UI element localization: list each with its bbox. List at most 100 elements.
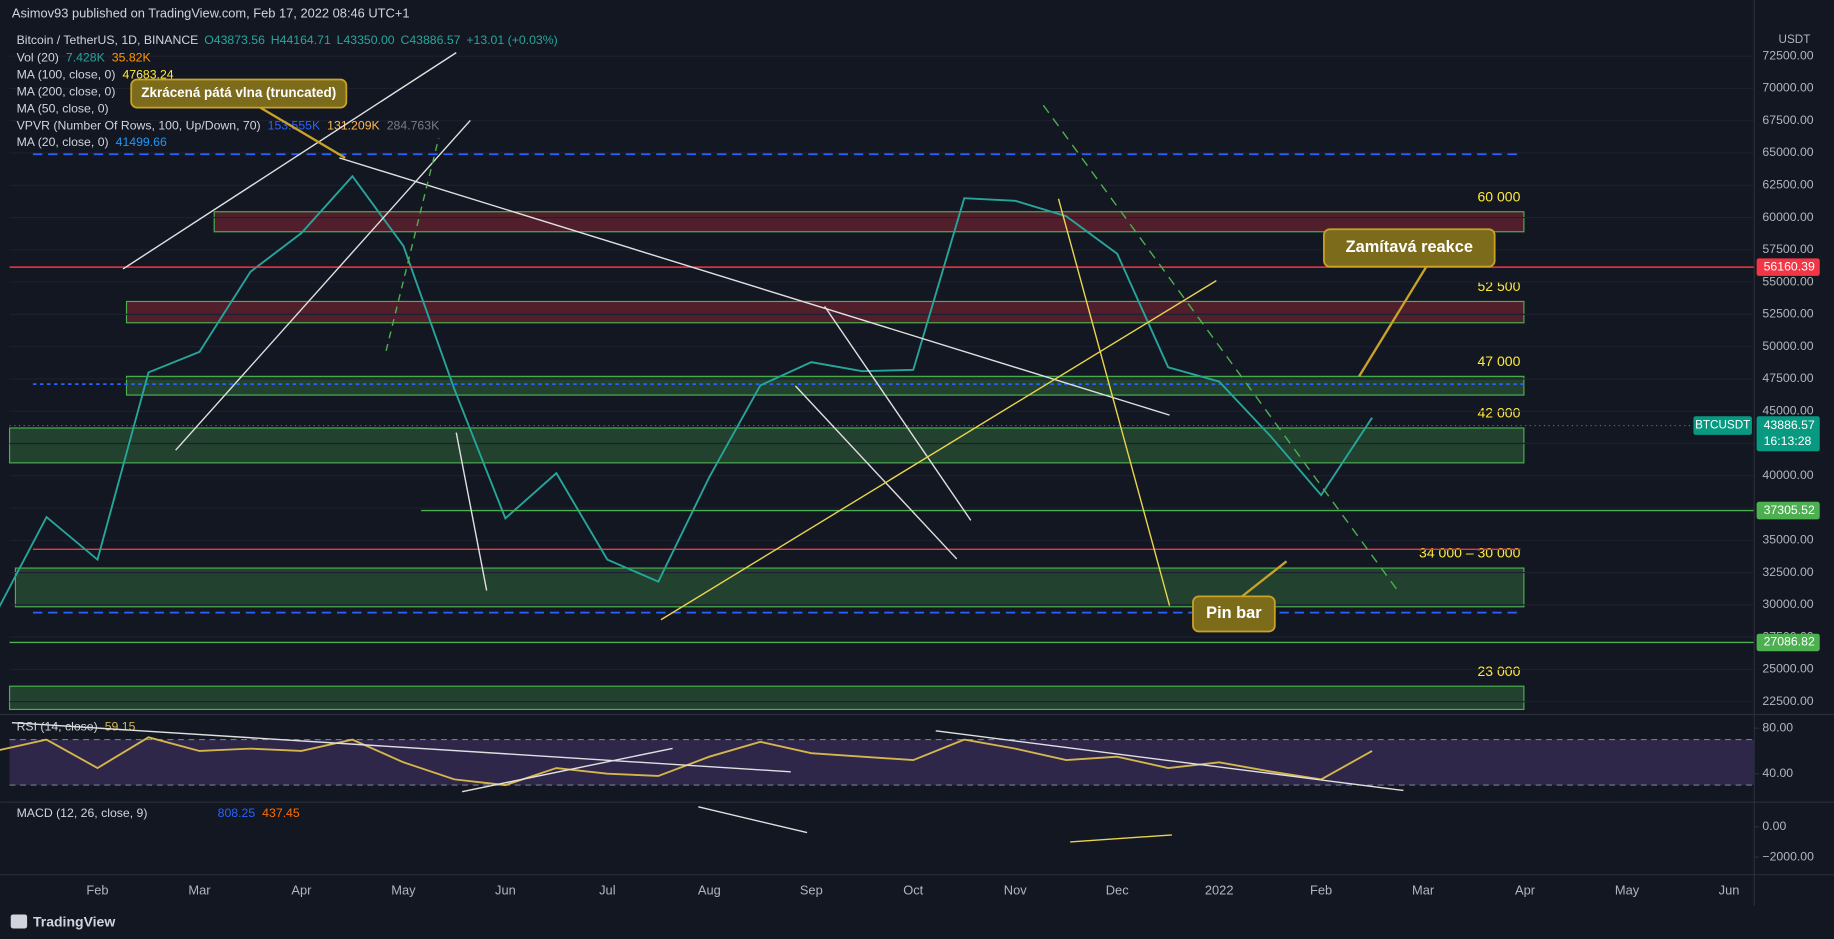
zone-label: 23 000 [1478, 663, 1521, 679]
price-badge [1756, 258, 1820, 276]
y-tick-label: 72500.00 [1762, 48, 1813, 62]
legend-symbol: Bitcoin / TetherUS, 1D, BINANCE O43873.56… [17, 33, 558, 47]
y-tick-label: 45000.00 [1762, 403, 1813, 417]
trend-line [175, 119, 471, 451]
indicator-value: 7.428K [66, 51, 106, 65]
trend-line [1070, 834, 1172, 843]
zone [213, 211, 1525, 233]
currency: USDT [1779, 33, 1811, 46]
x-tick-label: Mar [1412, 882, 1435, 897]
zone-label: 60 000 [1478, 188, 1521, 204]
indicator-value: 153.555K [268, 119, 321, 133]
y-tick-label: −2000.00 [1762, 849, 1814, 863]
y-tick-label: 55000.00 [1762, 274, 1813, 288]
callout-box [1323, 228, 1496, 268]
panel-legend-title: RSI (14, close) [17, 720, 98, 734]
trend-line [660, 280, 1217, 621]
zone [125, 375, 1525, 396]
last-price-symbol: BTCUSDT [1695, 419, 1750, 432]
price-badge [1756, 633, 1820, 652]
series-line [0, 736, 1373, 787]
last-price-badge [1693, 416, 1752, 435]
trend-line [935, 730, 1404, 792]
callout-box [130, 78, 348, 109]
callout-box [1192, 595, 1276, 633]
x-tick-label: Apr [291, 882, 312, 897]
callout-text: Pin bar [1206, 604, 1262, 622]
zone-label: 34 000 – 30 000 [1419, 545, 1521, 561]
indicator-name: MA (200, close, 0) [17, 85, 116, 99]
trend-line [824, 305, 972, 521]
symbol: Bitcoin / TetherUS, 1D, BINANCE [17, 33, 199, 47]
y-tick-label: 62500.00 [1762, 178, 1813, 192]
y-tick-label: 40000.00 [1762, 468, 1813, 482]
price-badge-label: 27086.82 [1764, 635, 1815, 649]
ohlc: O43873.56 [204, 33, 265, 47]
ohlc: H44164.71 [271, 33, 331, 47]
callout-pointer [259, 106, 346, 159]
y-tick-label: 32500.00 [1762, 565, 1813, 579]
x-tick-label: Jul [599, 882, 615, 897]
trend-line [461, 747, 673, 793]
indicator-value: 131.209K [327, 119, 380, 133]
x-tick-label: May [1615, 882, 1640, 897]
trend-line [122, 52, 457, 270]
y-tick-label: 52500.00 [1762, 307, 1813, 321]
zone [8, 427, 1525, 464]
legend-indicator: MA (20, close, 0) 41499.66 [17, 135, 167, 149]
countdown: 16:13:28 [1764, 434, 1812, 448]
brand[interactable]: TradingView [33, 913, 115, 929]
y-tick-label: 47500.00 [1762, 371, 1813, 385]
y-tick-label: 80.00 [1762, 720, 1793, 734]
x-tick-label: Feb [86, 882, 108, 897]
x-tick-label: Jun [495, 882, 516, 897]
price-badge-label: 37305.52 [1764, 503, 1815, 517]
x-tick-label: Dec [1106, 882, 1129, 897]
indicator-name: Vol (20) [17, 51, 59, 65]
x-tick-label: May [391, 882, 416, 897]
rsi-band [9, 739, 1755, 786]
indicator-name: VPVR (Number Of Rows, 100, Up/Down, 70) [17, 119, 261, 133]
indicator-value: 41499.66 [116, 135, 167, 149]
panel-legend-value: 808.25 [218, 806, 256, 820]
indicator-name: MA (50, close, 0) [17, 102, 109, 116]
trend-line [455, 432, 488, 591]
price-badge-label: 56160.39 [1764, 259, 1815, 273]
x-tick-label: Aug [698, 882, 721, 897]
y-tick-label: 57500.00 [1762, 242, 1813, 256]
indicator-value: 35.82K [112, 51, 152, 65]
brand-logo [10, 914, 28, 929]
panel-legend-value: 59.15 [105, 720, 136, 734]
zone-label: 42 000 [1478, 405, 1521, 421]
y-tick-label: 67500.00 [1762, 113, 1813, 127]
legend-indicator: VPVR (Number Of Rows, 100, Up/Down, 70) 1… [17, 119, 440, 133]
ohlc: C43886.57 [400, 33, 460, 47]
callout-pointer [1241, 560, 1288, 598]
x-tick-label: 2022 [1205, 882, 1234, 897]
indicator-name: MA (20, close, 0) [17, 135, 109, 149]
x-tick-label: Sep [800, 882, 823, 897]
last-price-axis-badge [1756, 416, 1820, 452]
legend-indicator: MA (200, close, 0) [17, 85, 116, 99]
ohlc: L43350.00 [337, 33, 395, 47]
zone-label: 47 000 [1478, 353, 1521, 369]
x-tick-label: Oct [903, 882, 923, 897]
panel-legend: MACD (12, 26, close, 9) 808.25 437.45 [17, 806, 300, 820]
callout-text: Zamítavá reakce [1346, 238, 1473, 256]
ohlc: +13.01 (+0.03%) [466, 33, 557, 47]
price-badge [1756, 501, 1820, 520]
panel-legend-value: 437.45 [262, 806, 300, 820]
chart-layer: 60 000 52 500 47 000 42 000 34 000 – 30 000 2… [0, 33, 1820, 897]
x-tick-label: Jun [1719, 882, 1740, 897]
trend-line [794, 385, 958, 560]
trend-line [385, 137, 440, 351]
legend-indicator: MA (50, close, 0) [17, 102, 109, 116]
y-tick-label: 25000.00 [1762, 662, 1813, 676]
y-tick-label: 50000.00 [1762, 339, 1813, 353]
x-tick-label: Apr [1515, 882, 1536, 897]
footer [0, 906, 1834, 939]
x-tick-label: Feb [1310, 882, 1332, 897]
y-tick-label: 65000.00 [1762, 145, 1813, 159]
